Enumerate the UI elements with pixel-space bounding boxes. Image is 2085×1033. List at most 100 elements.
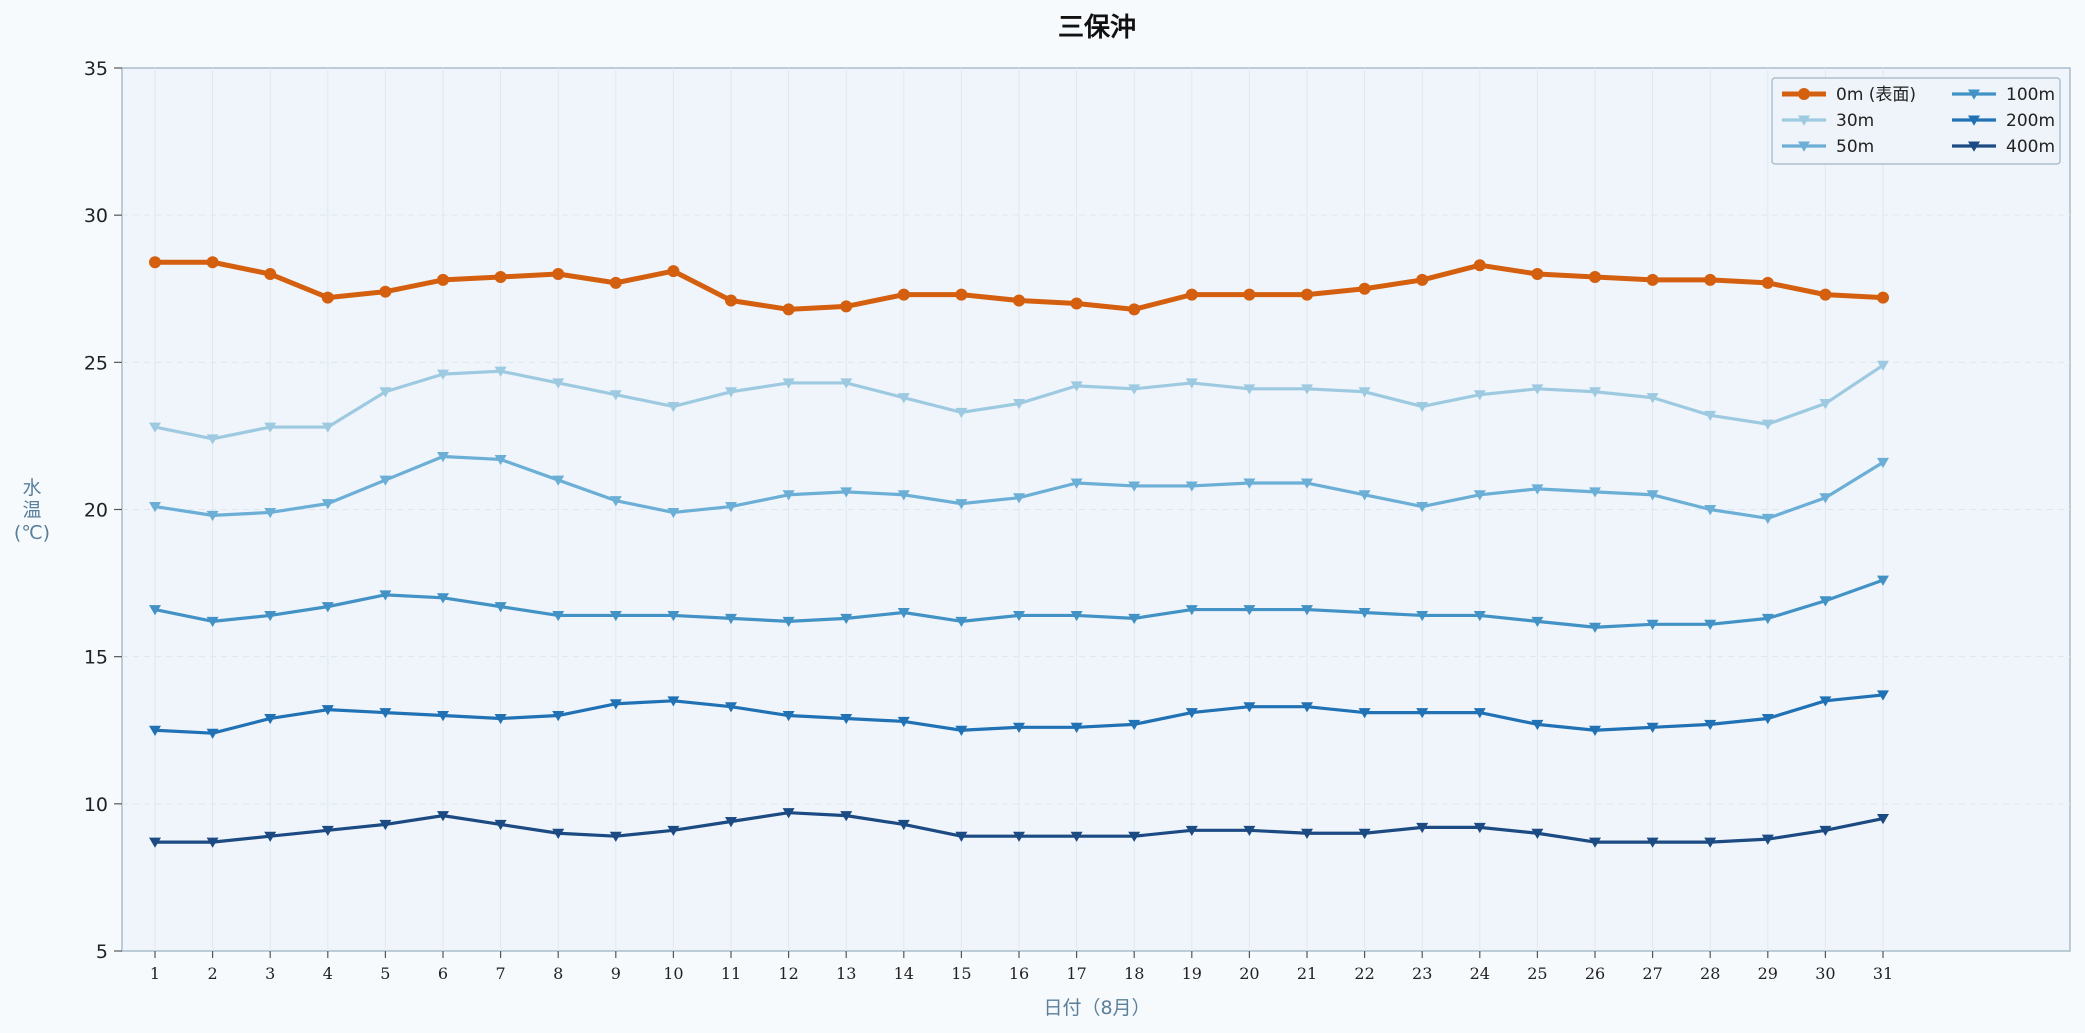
data-point <box>494 602 507 613</box>
data-point <box>494 366 507 377</box>
y-axis-label-line: 水 <box>22 477 41 499</box>
data-point <box>782 490 795 501</box>
data-point <box>1819 493 1832 504</box>
data-point <box>552 378 565 389</box>
x-tick-label: 29 <box>1758 964 1778 983</box>
data-point <box>437 452 449 463</box>
data-point <box>1761 613 1774 625</box>
data-point <box>897 819 910 831</box>
data-point <box>1243 825 1256 837</box>
data-point <box>149 837 161 848</box>
data-point <box>1070 722 1083 734</box>
data-point <box>1301 478 1313 489</box>
data-point <box>437 273 449 286</box>
data-point <box>667 696 680 707</box>
data-point <box>1704 719 1717 731</box>
x-tick-label: 24 <box>1470 964 1490 983</box>
data-point <box>897 393 910 404</box>
data-point <box>1589 725 1601 736</box>
y-axis-label-line: 温 <box>22 499 41 521</box>
y-tick-label: 10 <box>84 794 108 816</box>
data-point <box>1243 384 1256 395</box>
legend-item: 0m (表面) <box>1782 85 1916 105</box>
data-point <box>1704 837 1717 848</box>
data-point <box>1013 610 1025 622</box>
y-tick-label: 5 <box>96 941 108 963</box>
x-tick-label: 11 <box>721 964 741 983</box>
data-point <box>1761 513 1774 525</box>
data-point <box>1819 596 1832 607</box>
data-point <box>1531 268 1544 281</box>
data-point <box>782 378 795 389</box>
x-tick-label: 4 <box>323 964 333 983</box>
x-tick-label: 2 <box>208 964 218 983</box>
legend-box <box>1771 77 2061 165</box>
data-point <box>1531 384 1544 395</box>
data-point <box>1646 490 1659 501</box>
data-point <box>782 808 795 819</box>
data-point <box>1761 834 1774 845</box>
data-point <box>1416 822 1429 834</box>
data-point <box>609 390 622 401</box>
data-point <box>379 475 392 486</box>
data-point <box>379 387 392 398</box>
data-point <box>667 825 680 837</box>
data-point <box>1070 297 1083 310</box>
x-tick-label: 7 <box>496 964 506 983</box>
data-point <box>1531 484 1544 495</box>
data-point <box>1798 88 1810 100</box>
data-point <box>1819 288 1832 301</box>
data-point <box>725 816 737 828</box>
x-axis-label: 日付（8月） <box>1043 997 1150 1019</box>
data-point <box>1416 708 1429 719</box>
legend-label: 200m <box>2006 111 2055 131</box>
data-point <box>725 613 737 625</box>
data-point <box>149 605 161 616</box>
x-tick-label: 26 <box>1585 964 1605 983</box>
data-point <box>897 608 910 619</box>
data-point <box>667 507 680 519</box>
data-point <box>149 422 161 433</box>
data-point <box>1185 481 1198 492</box>
x-tick-label: 1 <box>150 964 160 983</box>
data-point <box>840 713 853 725</box>
data-point <box>494 713 507 725</box>
data-point <box>264 422 277 433</box>
x-tick-label: 14 <box>894 964 914 983</box>
chart-title: 三保沖 <box>1058 13 1136 43</box>
data-point <box>1646 837 1659 848</box>
series-100m <box>149 575 1889 633</box>
data-point <box>725 387 737 398</box>
data-point <box>264 713 277 725</box>
data-point <box>1761 713 1774 725</box>
data-point <box>667 265 680 278</box>
data-point <box>1128 831 1141 842</box>
data-point <box>955 407 968 419</box>
y-axis-label-line: (℃) <box>14 522 50 544</box>
data-point <box>379 819 392 831</box>
y-tick-label: 30 <box>84 205 108 227</box>
y-axis: 5 10 15 20 25 30 35 <box>84 58 122 963</box>
data-point <box>1877 575 1889 586</box>
x-tick-label: 16 <box>1009 964 1029 983</box>
x-axis: 1 2 3 4 5 6 7 8 9 10 11 12 13 14 15 16 17 18 19 20 21 22 23 24 2… <box>150 951 1893 983</box>
data-point <box>1358 608 1371 619</box>
data-point <box>782 616 795 628</box>
data-point <box>1761 276 1774 289</box>
data-point <box>1185 288 1198 301</box>
data-point <box>1589 387 1601 398</box>
legend-item: 200m <box>1952 111 2055 131</box>
data-point <box>1473 708 1486 719</box>
data-point <box>206 434 219 445</box>
data-point <box>840 613 853 625</box>
series-50m <box>149 452 1889 525</box>
data-point <box>264 610 277 622</box>
data-point <box>437 711 449 722</box>
data-point <box>1531 719 1544 731</box>
data-point <box>206 256 219 269</box>
data-point <box>1358 282 1371 295</box>
x-tick-label: 13 <box>836 964 856 983</box>
data-point <box>1358 490 1371 501</box>
data-point <box>1819 696 1832 707</box>
